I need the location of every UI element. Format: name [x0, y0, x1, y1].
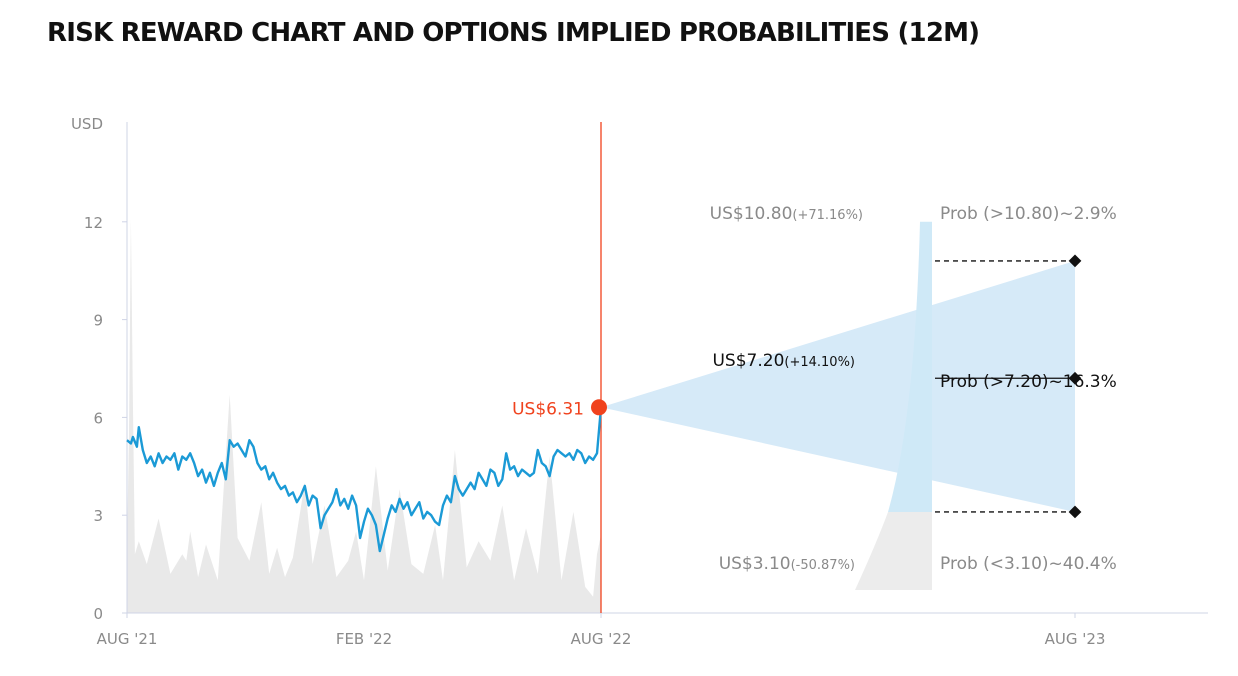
- price-line-group: [126, 399, 607, 553]
- implied-range-cone-group: [601, 260, 1075, 512]
- labels-group: US$6.31 US$10.80(+71.16%) Prob (>10.80)~2.…: [512, 204, 1117, 574]
- current-price-dot: [591, 399, 607, 416]
- chart-title: RISK REWARD CHART AND OPTIONS IMPLIED PR…: [47, 18, 980, 48]
- x-tick-label: FEB '22: [336, 630, 392, 648]
- target-probability-label: Prob (>7.20)~16.3%: [940, 372, 1117, 392]
- volume-area-group: [127, 218, 601, 613]
- implied-range-cone: [601, 260, 1075, 512]
- target-price-value: US$10.80: [710, 204, 793, 224]
- y-tick-label: 0: [93, 605, 103, 623]
- target-price-label: US$3.10(-50.87%): [719, 554, 855, 574]
- x-tick-label: AUG '22: [571, 630, 632, 648]
- price-line: [126, 407, 603, 553]
- x-tick-label: AUG '23: [1045, 630, 1106, 648]
- target-price-change: (+71.16%): [792, 208, 863, 223]
- distribution-upper-tail: [888, 221, 932, 512]
- y-tick-label: 9: [93, 312, 103, 330]
- target-price-value: US$3.10: [719, 554, 791, 574]
- probability-distribution-group: [855, 221, 932, 590]
- target-price-change: (-50.87%): [791, 558, 855, 573]
- volume-area: [127, 218, 601, 613]
- target-price-change: (+14.10%): [784, 355, 855, 370]
- y-unit-label: USD: [71, 115, 103, 133]
- y-tick-label: 3: [93, 507, 103, 525]
- axes-group: USD 0 3 6 9 12 AUG '21 FEB '22 AUG '22 AUG '23: [71, 115, 1208, 648]
- y-tick-label: 12: [84, 214, 103, 232]
- target-probability-label: Prob (>10.80)~2.9%: [940, 204, 1117, 224]
- distribution-lower-tail: [855, 511, 932, 590]
- x-tick-label: AUG '21: [97, 630, 158, 648]
- target-price-value: US$7.20: [712, 351, 784, 371]
- y-tick-label: 6: [93, 409, 103, 427]
- target-probability-label: Prob (<3.10)~40.4%: [940, 554, 1117, 574]
- current-price-label: US$6.31: [512, 399, 584, 419]
- target-price-label: US$10.80(+71.16%): [710, 204, 863, 224]
- target-price-label: US$7.20(+14.10%): [712, 351, 855, 371]
